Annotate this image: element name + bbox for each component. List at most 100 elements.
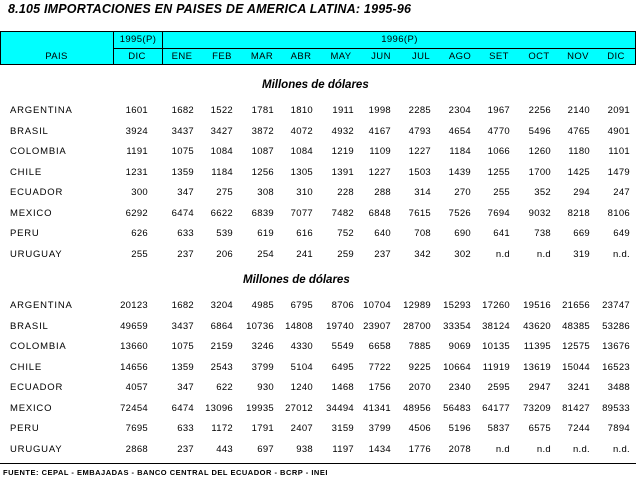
header-month-2: FEB [212, 51, 232, 62]
value-cell: 49659 [120, 320, 148, 332]
value-cell: 641 [493, 228, 510, 239]
value-cell: 1109 [369, 146, 391, 157]
value-cell: 4072 [290, 125, 313, 137]
table-row: ARGENTINA 20123 1682 3204 4985 6795 8706 10704 1… [0, 300, 636, 314]
value-cell: 3241 [567, 382, 590, 393]
value-cell: 669 [573, 228, 590, 239]
value-cell: 38124 [482, 320, 510, 332]
value-cell: 5196 [448, 423, 471, 434]
value-cell: 6474 [171, 207, 194, 219]
header-month-4: ABR [290, 51, 312, 62]
value-cell: 4901 [607, 125, 630, 137]
value-cell: 9032 [528, 207, 551, 219]
value-cell: 64177 [482, 402, 510, 414]
value-cell: 6795 [290, 300, 313, 311]
header-month-0: DIC [128, 51, 146, 62]
value-cell: 1998 [368, 105, 391, 116]
value-cell: 1084 [210, 146, 233, 157]
value-cell: 1425 [567, 166, 590, 178]
value-cell: 5104 [290, 361, 313, 373]
value-cell: 2159 [210, 341, 233, 352]
value-cell: 21656 [562, 300, 590, 311]
value-cell: 1468 [331, 382, 354, 393]
value-cell: 6622 [210, 207, 233, 219]
value-cell: 1682 [171, 105, 194, 116]
value-cell: 10664 [443, 361, 471, 373]
section-subtitle: Millones de dólares [243, 274, 350, 286]
source-note: FUENTE: CEPAL - EMBAJADAS - BANCO CENTRA… [3, 468, 328, 477]
country-cell: ECUADOR [10, 382, 64, 393]
header-month-5: MAY [330, 51, 352, 62]
value-cell: 15044 [562, 361, 590, 373]
value-cell: 308 [257, 187, 274, 198]
value-cell: 10736 [246, 320, 274, 332]
table-row: BRASIL 3924 3437 3427 3872 4072 4932 4167 4793 46… [0, 126, 636, 140]
value-cell: 237 [177, 248, 194, 260]
header-month-9: SET [489, 51, 509, 62]
value-cell: 1087 [251, 146, 274, 157]
value-cell: 275 [216, 187, 233, 198]
value-cell: 6575 [528, 423, 551, 434]
header-month-3: MAR [250, 51, 274, 62]
table-footer: FUENTE: CEPAL - EMBAJADAS - BANCO CENTRA… [0, 463, 636, 481]
value-cell: 4330 [290, 341, 313, 352]
value-cell: 1227 [368, 166, 391, 178]
value-cell: 2078 [448, 443, 471, 455]
value-cell: 294 [573, 187, 590, 198]
value-cell: 1084 [290, 146, 313, 157]
value-cell: 1503 [408, 166, 431, 178]
value-cell: 5496 [528, 125, 551, 137]
value-cell: 9225 [408, 361, 431, 373]
value-cell: 4167 [368, 125, 391, 137]
value-cell: n.d [536, 248, 551, 260]
value-cell: 6658 [368, 341, 391, 352]
value-cell: 622 [216, 382, 233, 393]
value-cell: 1434 [368, 443, 391, 455]
header-month-6: JUN [371, 51, 391, 62]
value-cell: 1700 [528, 166, 551, 178]
value-cell: 6474 [171, 402, 194, 414]
value-cell: 697 [257, 443, 274, 455]
value-cell: 73209 [523, 402, 551, 414]
country-cell: URUGUAY [10, 248, 63, 260]
value-cell: 1260 [528, 146, 551, 157]
country-cell: URUGUAY [10, 443, 63, 455]
value-cell: 2407 [290, 423, 313, 434]
value-cell: 1359 [171, 361, 194, 373]
value-cell: n.d [495, 443, 510, 455]
value-cell: 48956 [403, 402, 431, 414]
value-cell: 347 [177, 382, 194, 393]
value-cell: 626 [131, 228, 148, 239]
value-cell: 4057 [125, 382, 148, 393]
header-month-8: AGO [448, 51, 472, 62]
value-cell: 1191 [126, 146, 148, 157]
value-cell: 300 [131, 187, 148, 198]
value-cell: 4765 [567, 125, 590, 137]
value-cell: 7694 [487, 207, 510, 219]
value-cell: 20123 [120, 300, 148, 311]
value-cell: 1256 [251, 166, 274, 178]
value-cell: 14656 [120, 361, 148, 373]
value-cell: 302 [454, 248, 471, 260]
value-cell: 3437 [171, 320, 194, 332]
value-cell: 43620 [523, 320, 551, 332]
value-cell: 288 [374, 187, 391, 198]
value-cell: 255 [131, 248, 148, 260]
value-cell: 237 [177, 443, 194, 455]
value-cell: 7482 [331, 207, 354, 219]
country-cell: ECUADOR [10, 187, 64, 198]
value-cell: 1479 [607, 166, 630, 178]
value-cell: 7722 [368, 361, 391, 373]
value-cell: 352 [534, 187, 551, 198]
value-cell: 690 [454, 228, 471, 239]
header-divider-horizontal [113, 48, 636, 49]
value-cell: 3437 [171, 125, 194, 137]
value-cell: 738 [534, 228, 551, 239]
value-cell: 228 [337, 187, 354, 198]
value-cell: 342 [414, 248, 431, 260]
value-cell: 633 [177, 423, 194, 434]
country-cell: COLOMBIA [10, 341, 67, 352]
header-pais: PAIS [45, 51, 68, 62]
value-cell: 1756 [368, 382, 391, 393]
value-cell: 11919 [482, 361, 510, 373]
